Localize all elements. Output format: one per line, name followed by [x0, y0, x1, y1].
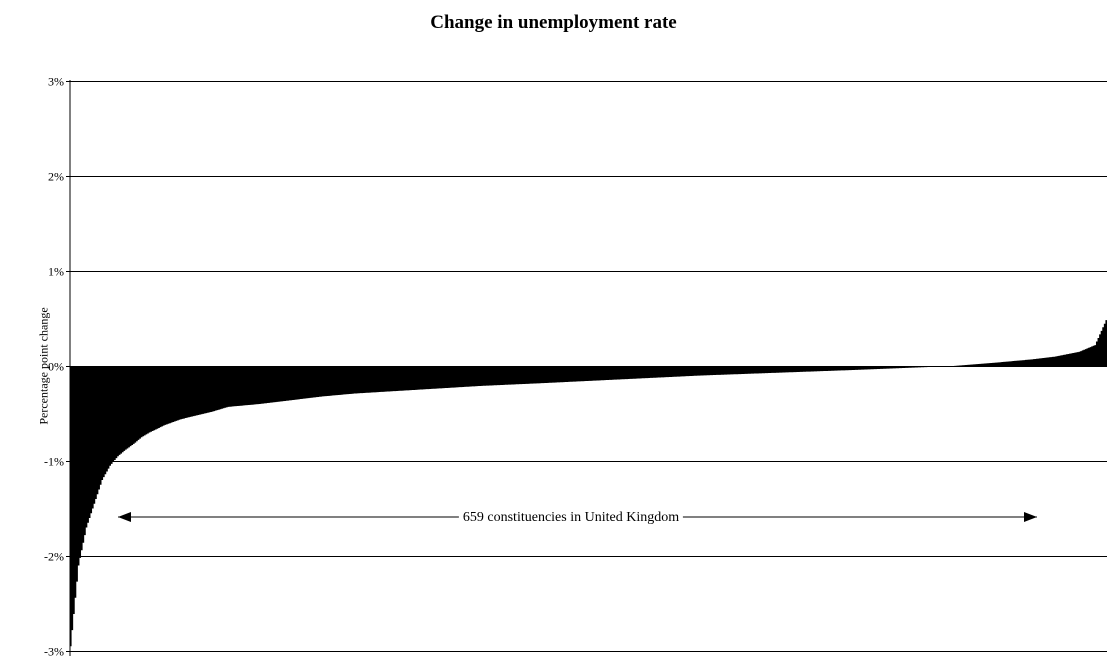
y-axis-label: Percentage point change [36, 307, 51, 425]
y-tick-label: 0% [48, 359, 64, 373]
arrow-left-icon [118, 512, 131, 522]
y-tick-label: 3% [48, 74, 64, 88]
series-area [70, 316, 1107, 647]
y-tick-label: 2% [48, 169, 64, 183]
y-tick-label: -3% [44, 644, 64, 658]
y-tick-label: -2% [44, 549, 64, 563]
chart-title: Change in unemployment rate [430, 12, 677, 33]
y-tick-label: 1% [48, 264, 64, 278]
annotation-label: 659 constituencies in United Kingdom [458, 510, 684, 526]
y-tick-label: -1% [44, 454, 64, 468]
arrow-right-icon [1024, 512, 1037, 522]
